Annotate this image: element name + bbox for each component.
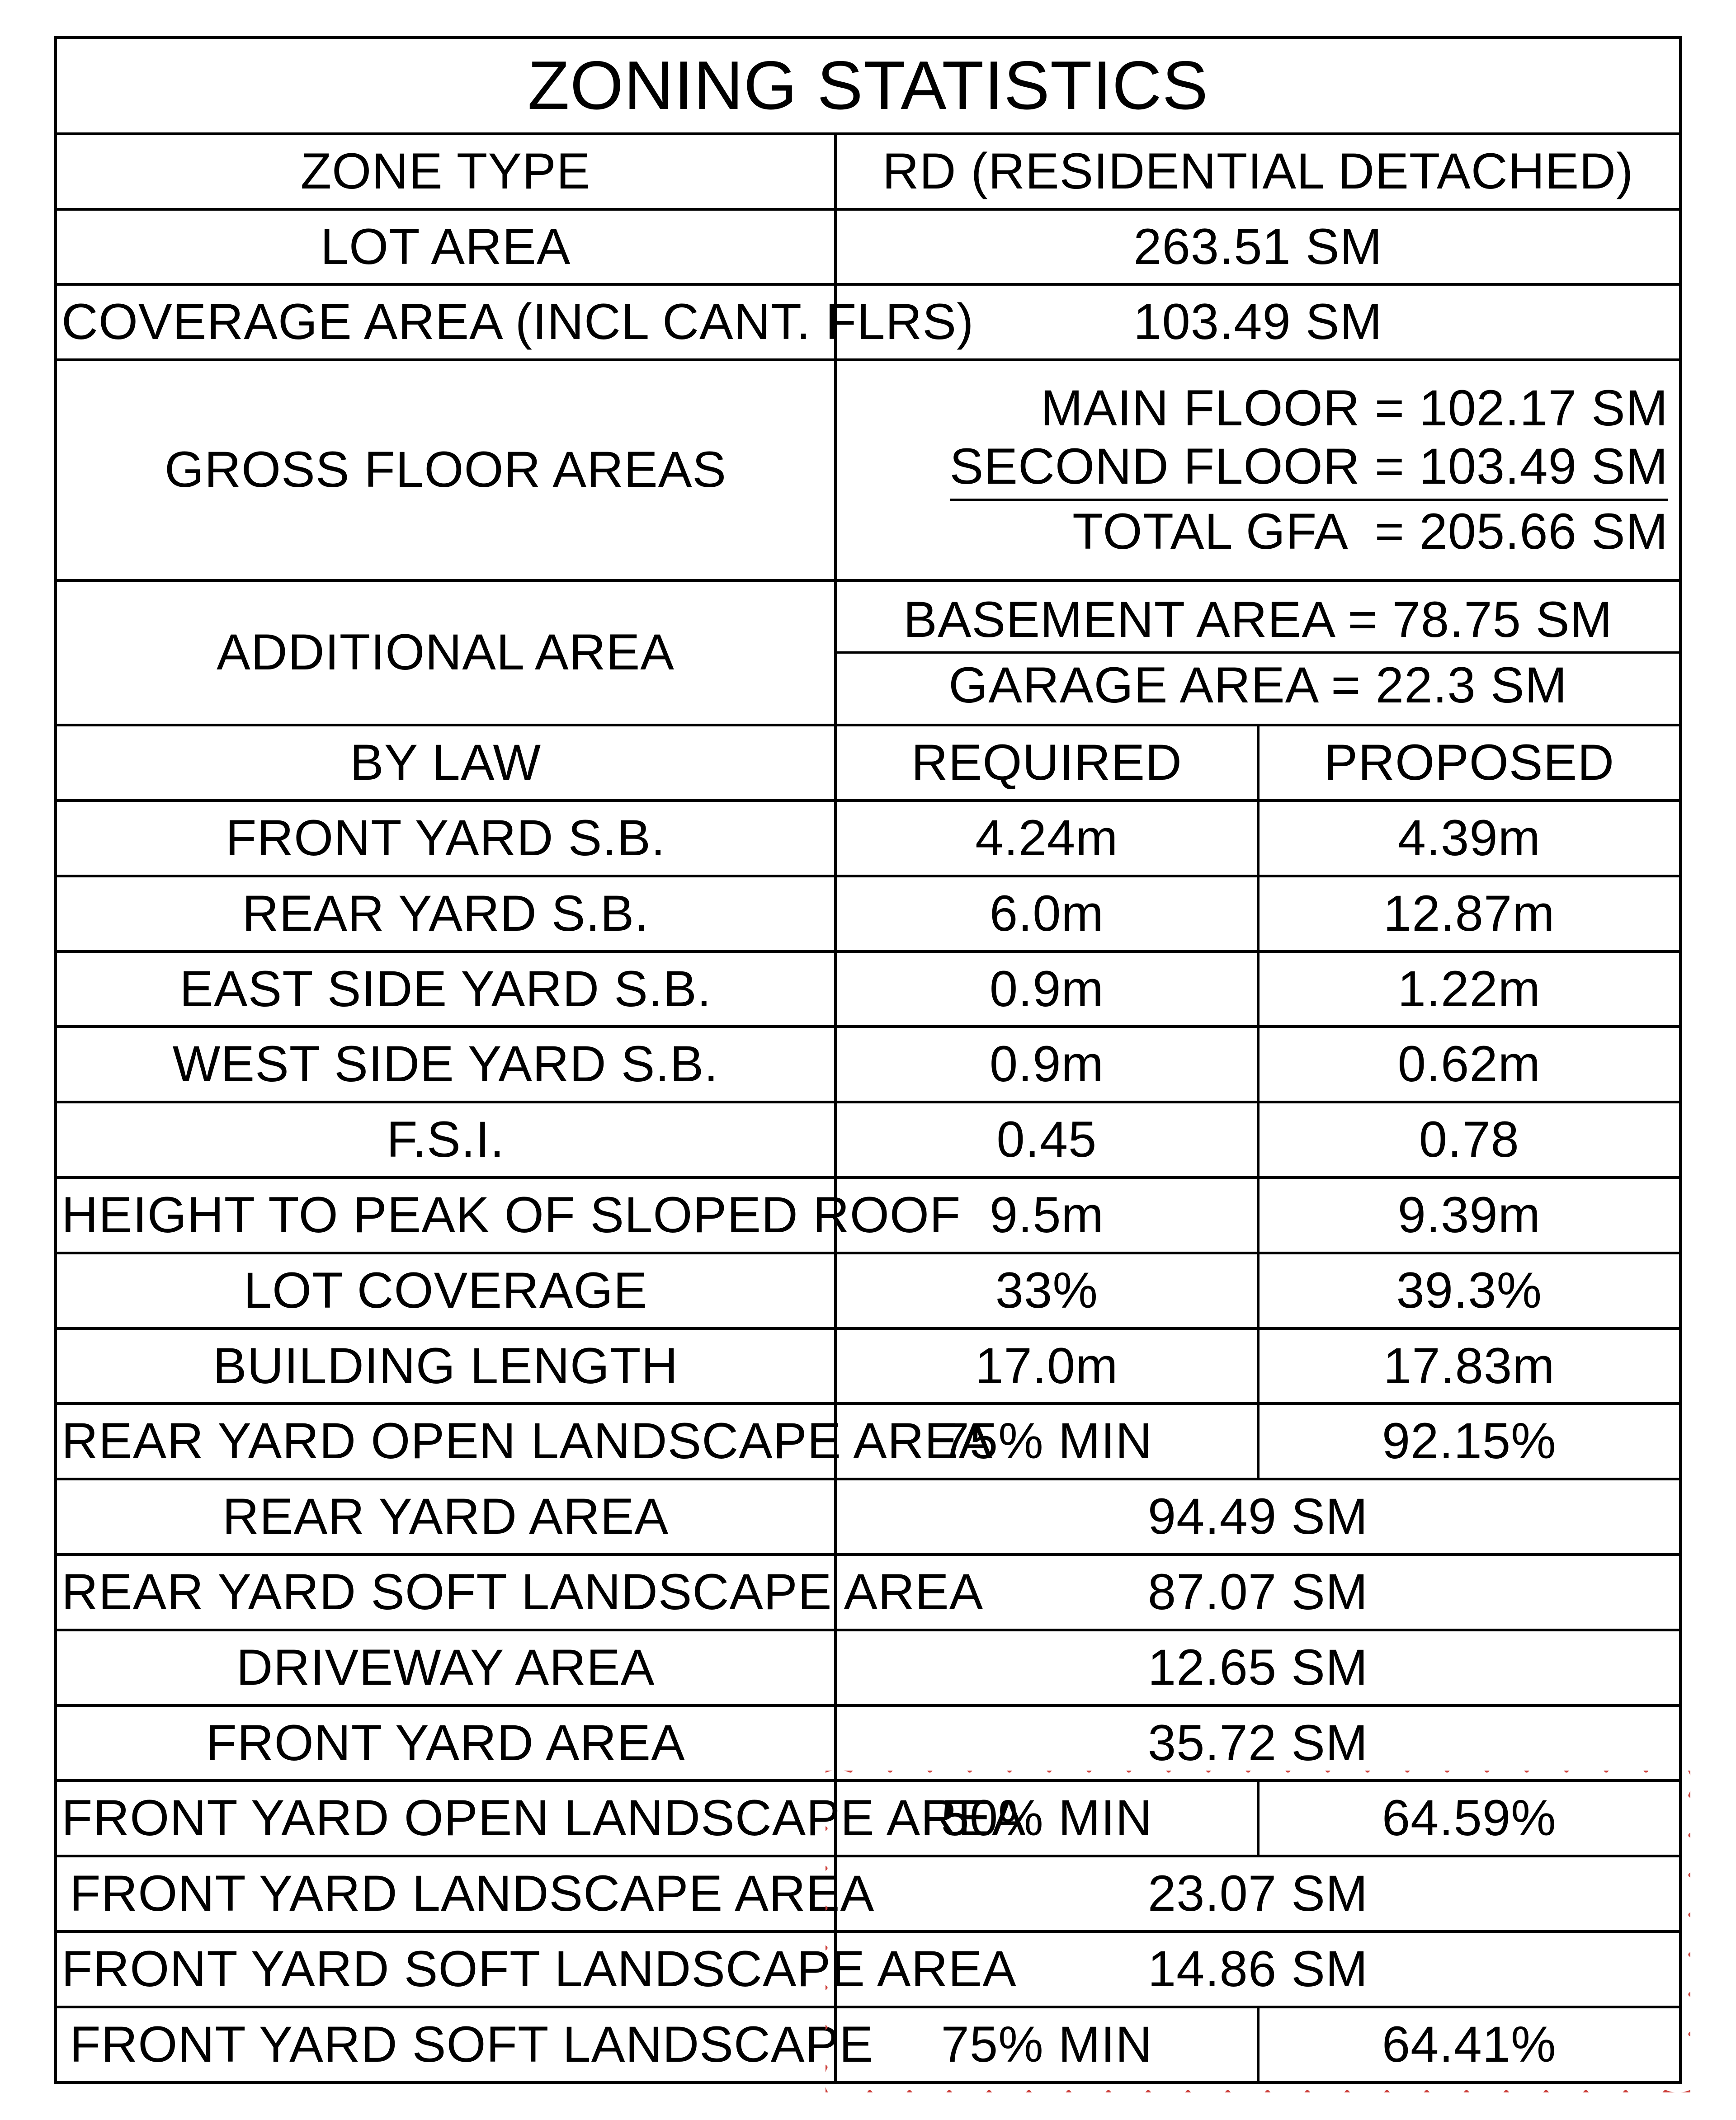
value-zone-type: RD (RESIDENTIAL DETACHED): [835, 134, 1680, 209]
gfa-main-floor: MAIN FLOOR = 102.17 SM: [1041, 380, 1668, 436]
table-title: ZONING STATISTICS: [56, 38, 1680, 134]
row-additional-area: ADDITIONAL AREA BASEMENT AREA = 78.75 SM…: [56, 580, 1680, 726]
zoning-statistics-table: ZONING STATISTICS ZONE TYPE RD (RESIDENT…: [54, 36, 1682, 2084]
value-gfa: MAIN FLOOR = 102.17 SM SECOND FLOOR = 10…: [835, 360, 1680, 580]
row-front-yard-soft-landscape: FRONT YARD SOFT LANDSCAPE 75% MIN 64.41%: [56, 2007, 1680, 2082]
row-building-length: BUILDING LENGTH 17.0m 17.83m: [56, 1329, 1680, 1404]
zoning-table-wrap: ZONING STATISTICS ZONE TYPE RD (RESIDENT…: [54, 36, 1682, 2084]
gfa-total: TOTAL GFA = 205.66 SM: [1072, 503, 1668, 560]
label-additional-area: ADDITIONAL AREA: [56, 580, 835, 726]
header-proposed: PROPOSED: [1258, 725, 1680, 801]
row-front-yard-soft-landscape-area: FRONT YARD SOFT LANDSCAPE AREA 14.86 SM: [56, 1932, 1680, 2007]
row-lot-coverage: LOT COVERAGE 33% 39.3%: [56, 1253, 1680, 1329]
row-rear-yard-open-landscape: REAR YARD OPEN LANDSCAPE AREA 75% MIN 92…: [56, 1404, 1680, 1479]
additional-basement: BASEMENT AREA = 78.75 SM: [903, 591, 1613, 648]
gfa-second-floor: SECOND FLOOR = 103.49 SM: [950, 438, 1668, 495]
label-zone-type: ZONE TYPE: [56, 134, 835, 209]
row-front-yard-area: FRONT YARD AREA 35.72 SM: [56, 1705, 1680, 1781]
label-coverage-area: COVERAGE AREA (INCL CANT. FLRS): [56, 284, 835, 360]
row-coverage-area: COVERAGE AREA (INCL CANT. FLRS) 103.49 S…: [56, 284, 1680, 360]
row-front-yard-open-landscape-area: FRONT YARD OPEN LANDSCAPE AREA 50% MIN 6…: [56, 1781, 1680, 1856]
row-driveway-area: DRIVEWAY AREA 12.65 SM: [56, 1630, 1680, 1705]
row-west-side-yard-sb: WEST SIDE YARD S.B. 0.9m 0.62m: [56, 1027, 1680, 1102]
row-height-peak: HEIGHT TO PEAK OF SLOPED ROOF 9.5m 9.39m: [56, 1178, 1680, 1253]
label-gfa: GROSS FLOOR AREAS: [56, 360, 835, 580]
row-rear-yard-area: REAR YARD AREA 94.49 SM: [56, 1479, 1680, 1555]
row-lot-area: LOT AREA 263.51 SM: [56, 209, 1680, 285]
row-front-yard-sb: FRONT YARD S.B. 4.24m 4.39m: [56, 801, 1680, 876]
row-east-side-yard-sb: EAST SIDE YARD S.B. 0.9m 1.22m: [56, 952, 1680, 1027]
header-required: REQUIRED: [835, 725, 1258, 801]
value-lot-area: 263.51 SM: [835, 209, 1680, 285]
additional-garage: GARAGE AREA = 22.3 SM: [948, 657, 1567, 713]
row-fsi: F.S.I. 0.45 0.78: [56, 1102, 1680, 1178]
row-gross-floor-areas: GROSS FLOOR AREAS MAIN FLOOR = 102.17 SM…: [56, 360, 1680, 580]
row-zone-type: ZONE TYPE RD (RESIDENTIAL DETACHED): [56, 134, 1680, 209]
row-rear-yard-soft-landscape-area: REAR YARD SOFT LANDSCAPE AREA 87.07 SM: [56, 1555, 1680, 1630]
row-front-yard-landscape-area: FRONT YARD LANDSCAPE AREA 23.07 SM: [56, 1856, 1680, 1932]
row-rear-yard-sb: REAR YARD S.B. 6.0m 12.87m: [56, 876, 1680, 952]
row-bylaw-header: BY LAW REQUIRED PROPOSED: [56, 725, 1680, 801]
value-additional-area: BASEMENT AREA = 78.75 SM GARAGE AREA = 2…: [835, 580, 1680, 726]
label-bylaw: BY LAW: [56, 725, 835, 801]
label-lot-area: LOT AREA: [56, 209, 835, 285]
